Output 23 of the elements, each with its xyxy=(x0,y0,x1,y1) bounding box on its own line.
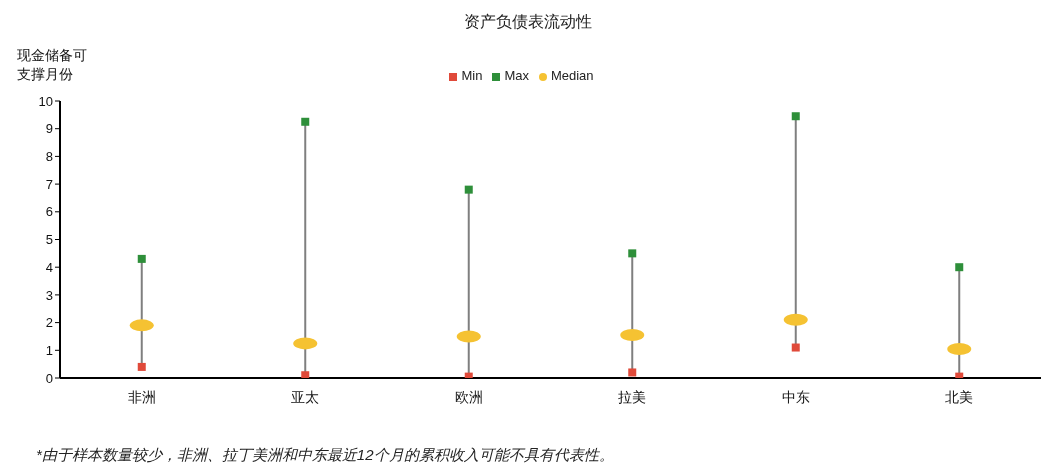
legend-label: Max xyxy=(504,68,529,83)
x-tick-label: 亚太 xyxy=(291,388,320,405)
chart-title: 资产负债表流动性 xyxy=(462,12,593,33)
y-tick-label: 3 xyxy=(45,287,53,303)
y-tick-label: 5 xyxy=(45,232,53,248)
y-tick-label: 9 xyxy=(45,121,53,137)
legend-label: Median xyxy=(550,68,594,83)
y-tick-label: 10 xyxy=(38,93,53,109)
x-tick-label: 北美 xyxy=(945,388,974,405)
y-tick-label: 1 xyxy=(45,342,53,358)
y-tick-label: 4 xyxy=(45,259,53,275)
y-tick-label: 8 xyxy=(45,149,53,165)
x-tick-label: 非洲 xyxy=(127,388,156,405)
y-tick-label: 6 xyxy=(45,204,53,220)
text: *由于样本数量较少，非洲、拉丁美洲和中东最近12个月的累积收入可能不具有代表性。 xyxy=(36,446,614,465)
y-axis-title: 现金储备可支撑月份 xyxy=(17,46,88,84)
x-tick-label: 拉美 xyxy=(618,388,647,405)
x-tick-label: 欧洲 xyxy=(454,388,483,405)
y-tick-label: 7 xyxy=(45,176,53,192)
y-tick-label: 0 xyxy=(45,370,53,386)
y-tick-label: 2 xyxy=(45,315,53,331)
legend-label: Min xyxy=(461,68,483,83)
x-tick-label: 中东 xyxy=(781,388,810,405)
